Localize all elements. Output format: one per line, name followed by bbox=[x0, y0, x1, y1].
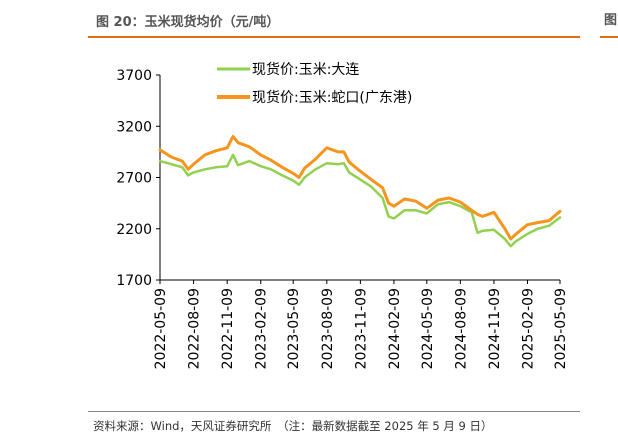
x-tick-label: 2023-05-09 bbox=[286, 288, 302, 369]
figure-title: 图 20：玉米现货均价（元/吨） bbox=[96, 15, 280, 30]
x-tick-label: 2024-08-09 bbox=[453, 288, 469, 369]
next-panel-rule bbox=[600, 36, 618, 38]
next-panel-title-fragment: 图 bbox=[604, 13, 618, 28]
x-tick-label: 2024-05-09 bbox=[420, 288, 436, 369]
x-tick-label: 2022-11-09 bbox=[220, 288, 236, 369]
y-tick-label: 3700 bbox=[116, 68, 152, 84]
y-tick-label: 2700 bbox=[116, 171, 152, 187]
x-tick-label: 2024-11-09 bbox=[487, 288, 503, 369]
series-line-2 bbox=[158, 135, 562, 241]
legend-label-2: 现货价:玉米:蛇口(广东港) bbox=[252, 89, 412, 106]
y-tick-label: 1700 bbox=[116, 273, 152, 289]
header-rule bbox=[88, 36, 580, 38]
series-line-1 bbox=[158, 153, 562, 248]
x-tick-label: 2022-08-09 bbox=[187, 288, 203, 369]
x-tick-label: 2024-02-09 bbox=[387, 288, 403, 369]
y-tick-label: 3200 bbox=[116, 119, 152, 135]
y-tick-label: 2200 bbox=[116, 222, 152, 238]
x-tick-label: 2025-02-09 bbox=[521, 288, 537, 369]
x-tick-label: 2022-05-09 bbox=[153, 288, 169, 369]
x-tick-label: 2023-02-09 bbox=[254, 288, 270, 369]
legend-label-1: 现货价:玉米:大连 bbox=[252, 61, 359, 78]
source-note: 资料来源：Wind，天风证券研究所 （注：最新数据截至 2025 年 5 月 9… bbox=[93, 419, 493, 433]
x-tick-label: 2025-05-09 bbox=[553, 288, 569, 369]
footer-rule bbox=[88, 411, 580, 412]
x-tick-label: 2023-11-09 bbox=[353, 288, 369, 369]
x-tick-label: 2023-08-09 bbox=[320, 288, 336, 369]
